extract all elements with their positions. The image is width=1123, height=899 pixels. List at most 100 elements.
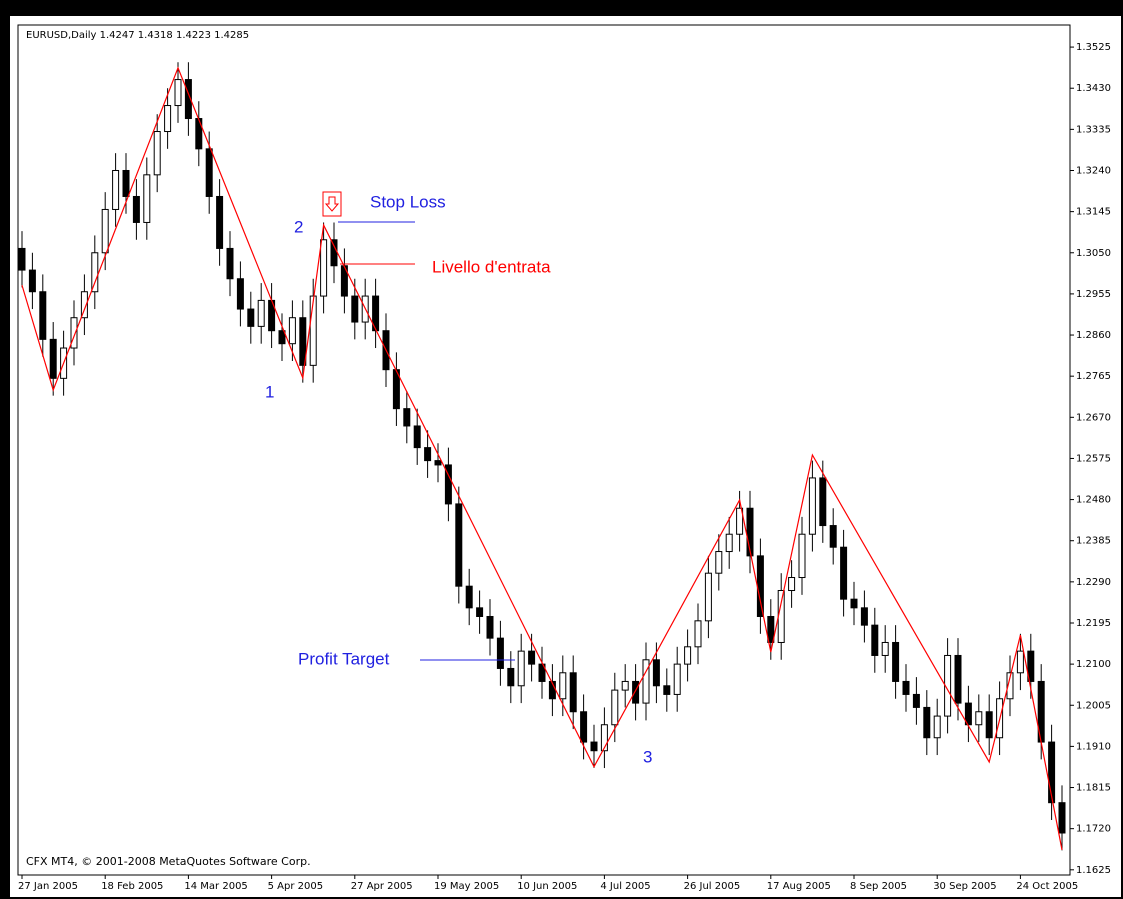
x-tick-label: 24 Oct 2005: [1016, 881, 1078, 892]
candle-body: [881, 641, 889, 656]
candle-body: [517, 650, 525, 687]
candle-body: [226, 247, 234, 280]
candle-body: [808, 477, 816, 535]
candle-body: [278, 330, 286, 345]
chart-background: [10, 16, 1121, 897]
candle-body: [351, 295, 359, 323]
x-tick-label: 19 May 2005: [434, 881, 499, 892]
candle-body: [413, 425, 421, 449]
y-tick-label: 1.3335: [1076, 124, 1111, 135]
y-tick-label: 1.2575: [1076, 453, 1111, 464]
y-tick-label: 1.1815: [1076, 783, 1111, 794]
x-tick-label: 17 Aug 2005: [767, 881, 831, 892]
candle-body: [216, 195, 224, 249]
candle-body: [840, 546, 848, 600]
candle-body: [611, 689, 619, 726]
y-tick-label: 1.3240: [1076, 165, 1111, 176]
candle-body: [736, 507, 744, 535]
candle-body: [944, 654, 952, 717]
candle-body: [330, 239, 338, 267]
candle-body: [673, 663, 681, 695]
candle-body: [70, 317, 78, 349]
candle-body: [746, 507, 754, 557]
candle-body: [777, 590, 785, 643]
candle-body: [101, 208, 109, 254]
x-tick-label: 4 Jul 2005: [600, 881, 650, 892]
candle-body: [954, 654, 962, 704]
candle-body: [424, 447, 432, 462]
candle-body: [455, 503, 463, 587]
annotation: Stop Loss: [370, 192, 446, 211]
candle-body: [580, 711, 588, 743]
candle-body: [257, 299, 265, 327]
sell-arrow-box: [322, 191, 342, 217]
annotation: Livello d'entrata: [432, 257, 551, 276]
y-tick-label: 1.1910: [1076, 741, 1111, 752]
candle-body: [642, 659, 650, 704]
y-tick-label: 1.3145: [1076, 207, 1111, 218]
candle-body: [538, 663, 546, 682]
y-tick-label: 1.3430: [1076, 83, 1111, 94]
candle-body: [798, 533, 806, 579]
candle-body: [465, 585, 473, 609]
candle-body: [704, 572, 712, 622]
candle-body: [320, 239, 328, 297]
y-tick-label: 1.2670: [1076, 412, 1111, 423]
candle-body: [39, 291, 47, 340]
candle-body: [299, 317, 307, 366]
candle-body: [663, 685, 671, 695]
candle-body: [444, 464, 452, 505]
y-tick-label: 1.2860: [1076, 330, 1111, 341]
candle-body: [569, 672, 577, 713]
candle-body: [756, 555, 764, 617]
candle-body: [1016, 650, 1024, 674]
annotation: Profit Target: [298, 649, 390, 668]
x-tick-label: 14 Mar 2005: [184, 881, 247, 892]
zigzag-line: [21, 66, 1063, 850]
candle-body: [80, 291, 88, 319]
y-tick-label: 1.2480: [1076, 495, 1111, 506]
y-tick-label: 1.3050: [1076, 248, 1111, 259]
y-tick-label: 1.2385: [1076, 536, 1111, 547]
candle-body: [632, 680, 640, 704]
candle-body: [850, 598, 858, 609]
candle-body: [132, 195, 140, 223]
candle-body: [143, 174, 151, 223]
candle-body: [91, 252, 99, 293]
candle-body: [652, 659, 660, 687]
candle-body: [1006, 672, 1014, 700]
candle-body: [819, 477, 827, 527]
candle-body: [902, 680, 910, 695]
candle-body: [153, 131, 161, 176]
candle-body: [122, 169, 130, 197]
candle-body: [372, 295, 380, 332]
y-tick-label: 1.2195: [1076, 618, 1111, 629]
candle-body: [486, 615, 494, 639]
candle-body: [28, 269, 36, 293]
candle-body: [621, 680, 629, 691]
candle-body: [933, 715, 941, 739]
footer: CFX MT4, © 2001-2008 MetaQuotes Software…: [26, 855, 311, 868]
annotation: 2: [294, 217, 303, 236]
candle-body: [174, 79, 182, 107]
y-tick-label: 1.2765: [1076, 371, 1111, 382]
candle-body: [892, 641, 900, 682]
candle-body: [112, 169, 120, 210]
candle-body: [725, 533, 733, 553]
x-tick-label: 10 Jun 2005: [517, 881, 577, 892]
x-tick-label: 18 Feb 2005: [101, 881, 163, 892]
plot-frame: [17, 24, 1071, 876]
candle-body: [403, 408, 411, 427]
candle-body: [694, 620, 702, 648]
candle-body: [684, 646, 692, 665]
sell-arrow: [324, 196, 340, 212]
annotation: 1: [265, 382, 274, 401]
candle-body: [767, 615, 775, 643]
candle-body: [985, 711, 993, 739]
candle-body: [434, 460, 442, 466]
candle-body: [164, 105, 172, 133]
candle-body: [205, 148, 213, 197]
candle-body: [247, 308, 255, 327]
candle-body: [49, 338, 57, 379]
